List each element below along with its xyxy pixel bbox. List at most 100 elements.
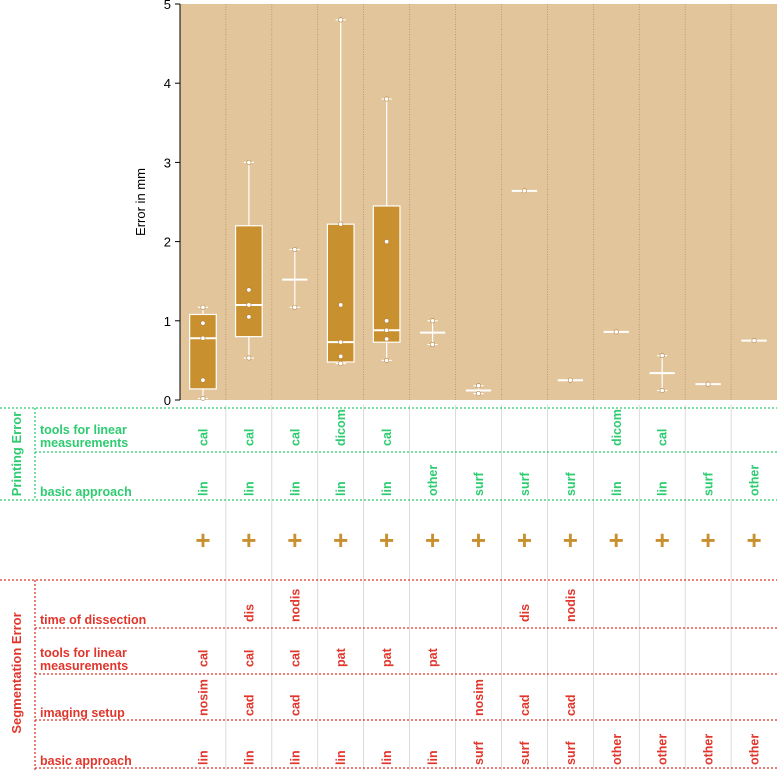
data-point <box>475 391 481 397</box>
plus-sign: + <box>287 525 302 555</box>
y-tick-label: 2 <box>164 235 171 250</box>
data-point <box>246 159 252 165</box>
segmentation-cell-value: surf <box>472 741 486 765</box>
box-8 <box>511 188 538 194</box>
data-point <box>292 304 298 310</box>
segmentation-cell-value: dis <box>242 604 256 622</box>
plus-sign: + <box>379 525 394 555</box>
segmentation-cell-value: cad <box>288 694 302 716</box>
segmentation-cell-value: lin <box>242 750 256 765</box>
printing-row-label: basic approach <box>40 485 132 499</box>
plus-sign: + <box>563 525 578 555</box>
segmentation-cell-value: cad <box>564 694 578 716</box>
printing-cell-value: lin <box>610 481 624 496</box>
column-separators <box>225 4 732 770</box>
data-point <box>246 355 252 361</box>
segmentation-row-label: imaging setup <box>40 706 125 720</box>
data-point <box>246 302 252 308</box>
y-tick-label: 5 <box>164 0 171 12</box>
data-point <box>200 377 206 383</box>
y-axis: 0 1 2 3 4 5 <box>164 0 181 408</box>
data-point <box>384 336 390 342</box>
plus-sign: + <box>746 525 761 555</box>
segmentation-cell-value: other <box>656 734 670 765</box>
y-tick-label: 4 <box>164 76 171 91</box>
data-point <box>292 247 298 253</box>
segmentation-row-label: measurements <box>40 659 128 673</box>
data-point <box>338 339 344 345</box>
data-point <box>338 353 344 359</box>
printing-row-label: tools for linear <box>40 423 127 437</box>
printing-cell-value: cal <box>196 429 210 446</box>
printing-cell-value: lin <box>656 481 670 496</box>
box-2 <box>234 159 263 361</box>
segmentation-cell-value: lin <box>288 750 302 765</box>
data-point <box>338 302 344 308</box>
printing-cell-value: surf <box>472 472 486 496</box>
data-point <box>200 335 206 341</box>
data-point <box>246 287 252 293</box>
segmentation-cell-value: cal <box>196 650 210 667</box>
printing-cell-value: cal <box>380 429 394 446</box>
segmentation-cell-value: lin <box>426 750 440 765</box>
printing-cell-value: lin <box>196 481 210 496</box>
segmentation-cell-value: other <box>610 734 624 765</box>
data-point <box>384 239 390 245</box>
segmentation-cell-value: pat <box>380 647 394 667</box>
segmentation-cell-value: lin <box>196 750 210 765</box>
box-11 <box>649 353 675 393</box>
segmentation-cell-value: pat <box>426 647 440 667</box>
printing-cell-value: dicom <box>610 409 624 446</box>
segmentation-cell-value: cad <box>242 694 256 716</box>
data-point <box>705 381 711 387</box>
plus-sign: + <box>471 525 486 555</box>
printing-cell-value: cal <box>242 429 256 446</box>
y-tick-label: 1 <box>164 314 171 329</box>
printing-cell-value: other <box>426 465 440 496</box>
segmentation-cell-value: other <box>702 734 716 765</box>
printing-cell-value: lin <box>288 481 302 496</box>
printing-cell-value: lin <box>380 481 394 496</box>
plus-sign: + <box>517 525 532 555</box>
plus-sign: + <box>609 525 624 555</box>
y-tick-label: 3 <box>164 155 171 170</box>
printing-cell-value: other <box>748 465 762 496</box>
data-point <box>521 188 527 194</box>
box-13 <box>741 338 767 344</box>
segmentation-cell-value: other <box>748 734 762 765</box>
segmentation-cell-value: surf <box>564 741 578 765</box>
segmentation-cell-value: dis <box>518 604 532 622</box>
printing-cell-value: lin <box>242 481 256 496</box>
segmentation-cell-value: cal <box>242 650 256 667</box>
printing-error-group-label: Printing Error <box>9 412 24 497</box>
box-iqr <box>189 313 217 390</box>
boxes <box>189 17 767 401</box>
data-point <box>338 361 344 367</box>
box-1 <box>189 304 217 401</box>
segmentation-cell-value: lin <box>334 750 348 765</box>
box-9 <box>557 377 583 383</box>
segmentation-row-label: basic approach <box>40 754 132 768</box>
data-point <box>475 383 481 389</box>
printing-cell-value: surf <box>702 472 716 496</box>
data-point <box>430 342 436 348</box>
plus-row: + + + + + + + + + + + + + <box>195 525 761 555</box>
box-4 <box>326 17 355 367</box>
data-point <box>751 338 757 344</box>
box-iqr <box>234 225 263 338</box>
segmentation-cell-value: nosim <box>472 679 486 716</box>
data-point <box>200 304 206 310</box>
data-point <box>659 353 665 359</box>
data-point <box>567 377 573 383</box>
data-point <box>384 357 390 363</box>
plus-sign: + <box>333 525 348 555</box>
segmentation-cell-value: cal <box>288 650 302 667</box>
printing-cell-value: dicom <box>334 409 348 446</box>
segmentation-error-group-label: Segmentation Error <box>9 612 24 733</box>
data-point <box>200 395 206 401</box>
plus-sign: + <box>195 525 210 555</box>
segmentation-cell-value: pat <box>334 647 348 667</box>
y-tick-label: 0 <box>164 393 171 408</box>
printing-cell-value: lin <box>334 481 348 496</box>
segmentation-row-label: tools for linear <box>40 646 127 660</box>
